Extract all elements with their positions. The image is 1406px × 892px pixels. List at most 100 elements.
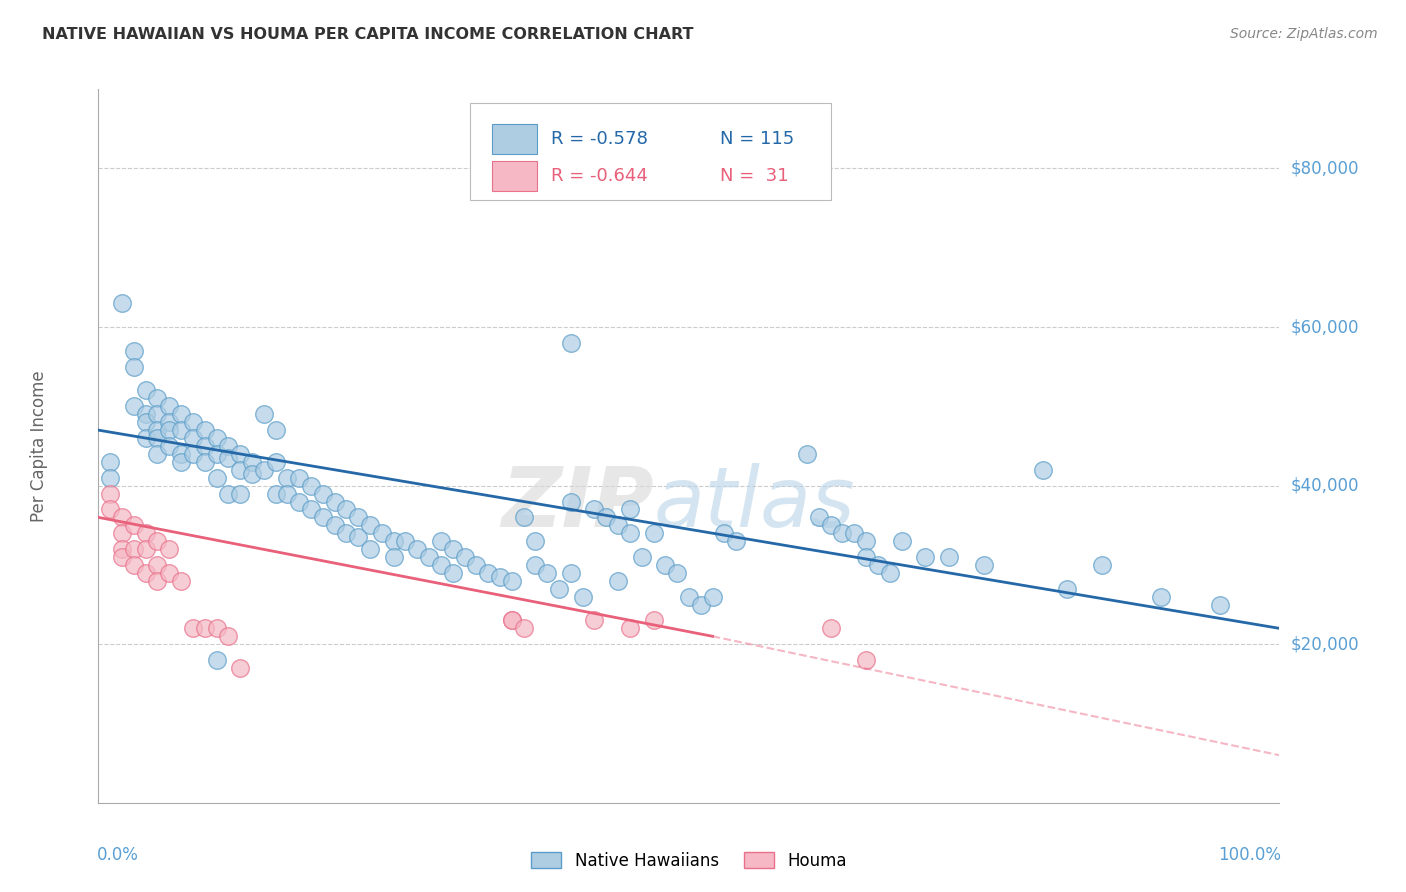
Point: [831, 526, 853, 541]
Point: [607, 518, 630, 533]
Point: [418, 549, 440, 564]
Point: [122, 518, 145, 533]
Point: [122, 343, 145, 358]
Point: [501, 614, 523, 628]
Point: [678, 590, 700, 604]
Point: [111, 549, 134, 564]
Point: [430, 558, 453, 572]
Point: [855, 549, 877, 564]
Point: [276, 471, 298, 485]
Point: [205, 447, 228, 461]
Point: [157, 415, 180, 429]
Point: [453, 549, 475, 564]
Point: [595, 510, 617, 524]
Point: [146, 392, 169, 406]
Point: [229, 486, 252, 500]
Point: [371, 526, 394, 541]
Point: [1056, 582, 1078, 596]
Point: [654, 558, 676, 572]
Text: Per Capita Income: Per Capita Income: [31, 370, 48, 522]
Point: [170, 447, 193, 461]
Point: [619, 502, 641, 516]
Point: [122, 558, 145, 572]
Point: [1209, 598, 1232, 612]
Point: [170, 574, 193, 588]
Point: [890, 534, 912, 549]
Point: [382, 534, 405, 549]
Point: [122, 542, 145, 557]
Point: [111, 542, 134, 557]
Point: [820, 621, 842, 635]
Text: atlas: atlas: [654, 463, 855, 543]
Point: [217, 629, 239, 643]
Point: [571, 590, 593, 604]
Point: [157, 542, 180, 557]
Point: [560, 566, 582, 580]
Point: [276, 486, 298, 500]
Point: [135, 526, 157, 541]
Point: [796, 447, 818, 461]
Point: [98, 471, 121, 485]
Point: [122, 400, 145, 414]
Point: [938, 549, 960, 564]
Text: NATIVE HAWAIIAN VS HOUMA PER CAPITA INCOME CORRELATION CHART: NATIVE HAWAIIAN VS HOUMA PER CAPITA INCO…: [42, 27, 693, 42]
Point: [205, 621, 228, 635]
Point: [820, 518, 842, 533]
Point: [157, 566, 180, 580]
Point: [217, 439, 239, 453]
Point: [111, 526, 134, 541]
Text: ZIP: ZIP: [501, 463, 654, 543]
Point: [1032, 463, 1054, 477]
Point: [264, 423, 287, 437]
Point: [347, 530, 370, 544]
Point: [855, 534, 877, 549]
Point: [229, 661, 252, 675]
Text: N =  31: N = 31: [720, 168, 789, 186]
Point: [205, 653, 228, 667]
Point: [98, 486, 121, 500]
Point: [146, 534, 169, 549]
Point: [229, 463, 252, 477]
Point: [170, 423, 193, 437]
Point: [146, 558, 169, 572]
Point: [194, 423, 217, 437]
Point: [135, 407, 157, 421]
Text: N = 115: N = 115: [720, 130, 794, 148]
Point: [512, 621, 534, 635]
Point: [607, 574, 630, 588]
Point: [264, 455, 287, 469]
Point: [229, 447, 252, 461]
Point: [406, 542, 429, 557]
Point: [323, 494, 346, 508]
Point: [146, 431, 169, 445]
Point: [288, 494, 311, 508]
Point: [713, 526, 735, 541]
Point: [560, 494, 582, 508]
Point: [194, 439, 217, 453]
Point: [583, 614, 606, 628]
Point: [441, 542, 464, 557]
Point: [157, 400, 180, 414]
Point: [359, 542, 381, 557]
Point: [465, 558, 488, 572]
Point: [181, 415, 204, 429]
Point: [536, 566, 558, 580]
Point: [512, 510, 534, 524]
Point: [194, 621, 217, 635]
Point: [489, 570, 512, 584]
Point: [135, 566, 157, 580]
Point: [548, 582, 571, 596]
Point: [643, 526, 665, 541]
Point: [689, 598, 711, 612]
FancyBboxPatch shape: [492, 161, 537, 191]
Point: [135, 431, 157, 445]
Point: [914, 549, 936, 564]
Point: [973, 558, 995, 572]
Point: [98, 502, 121, 516]
Point: [394, 534, 416, 549]
Point: [560, 335, 582, 350]
Point: [299, 502, 322, 516]
Point: [382, 549, 405, 564]
Point: [1150, 590, 1173, 604]
Point: [146, 447, 169, 461]
